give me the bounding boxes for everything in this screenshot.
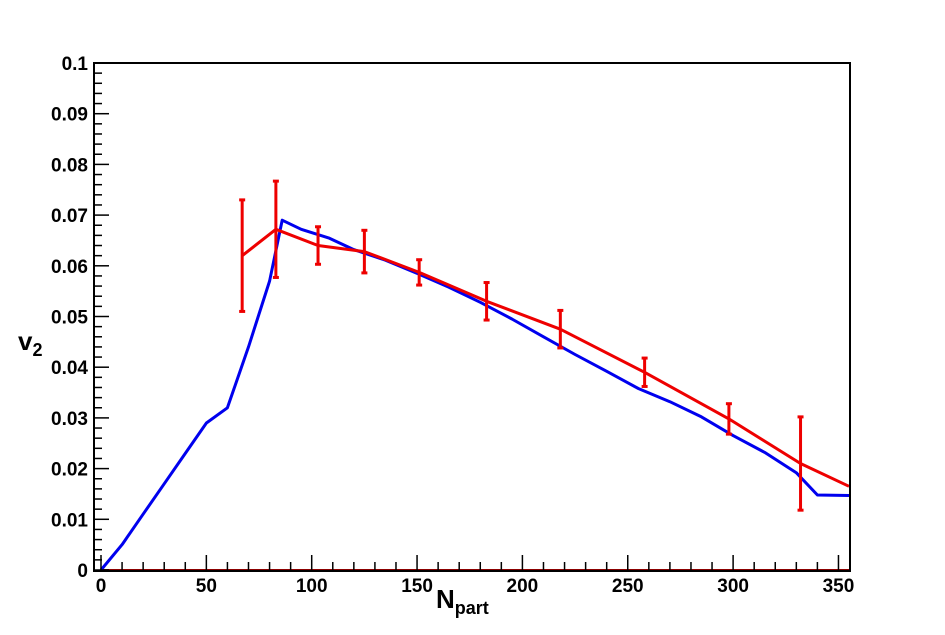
y-tick-label: 0.06	[51, 257, 88, 278]
series-0-line	[99, 218, 850, 571]
x-tick-label: 200	[507, 576, 539, 597]
x-axis-title: Npart	[436, 584, 489, 618]
y-tick-label: 0.03	[51, 409, 88, 430]
x-tick-label: 100	[296, 576, 328, 597]
error-bar	[641, 356, 648, 388]
error-bar	[239, 198, 246, 313]
x-tick-label: 350	[823, 576, 855, 597]
error-bar	[483, 281, 490, 322]
error-bar	[797, 415, 804, 512]
y-tick-label: 0.01	[51, 510, 88, 531]
y-axis-title: v2	[18, 326, 42, 360]
y-tick-label: 0.09	[51, 105, 88, 126]
y-axis-title-main: v	[18, 326, 33, 356]
x-tick-label: 150	[401, 576, 433, 597]
y-tick-label: 0.05	[51, 308, 88, 329]
x-tick-label: 300	[717, 576, 749, 597]
y-axis: 0 0.01 0.02 0.03 0.04 0.05 0.06 0.07 0.08 0.09 0.1	[51, 54, 109, 582]
error-bar	[272, 179, 279, 279]
y-tick-label: 0.1	[62, 54, 89, 75]
x-tick-label: 0	[96, 576, 107, 597]
error-bar	[361, 228, 368, 275]
y-tick-label: 0.04	[51, 358, 88, 379]
x-tick-label: 250	[612, 576, 644, 597]
error-bar	[725, 402, 732, 436]
error-bar	[557, 308, 564, 350]
y-tick-label: 0.07	[51, 206, 88, 227]
x-axis-title-subscript: part	[455, 598, 489, 618]
x-axis-title-main: N	[436, 584, 455, 614]
y-tick-label: 0.08	[51, 155, 88, 176]
x-axis: 0 50 100 150 200 250 300 350	[96, 555, 855, 597]
y-tick-label: 0.02	[51, 460, 88, 481]
y-tick-label: 0	[77, 561, 88, 582]
errorbar-layer	[239, 179, 804, 512]
x-tick-label: 50	[196, 576, 217, 597]
error-bar	[315, 225, 322, 266]
error-bar	[416, 258, 423, 287]
y-axis-title-subscript: 2	[32, 340, 42, 360]
